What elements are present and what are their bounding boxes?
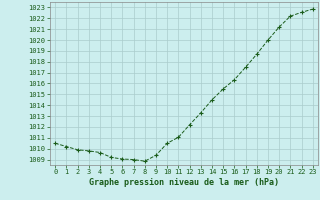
X-axis label: Graphe pression niveau de la mer (hPa): Graphe pression niveau de la mer (hPa)	[89, 178, 279, 187]
